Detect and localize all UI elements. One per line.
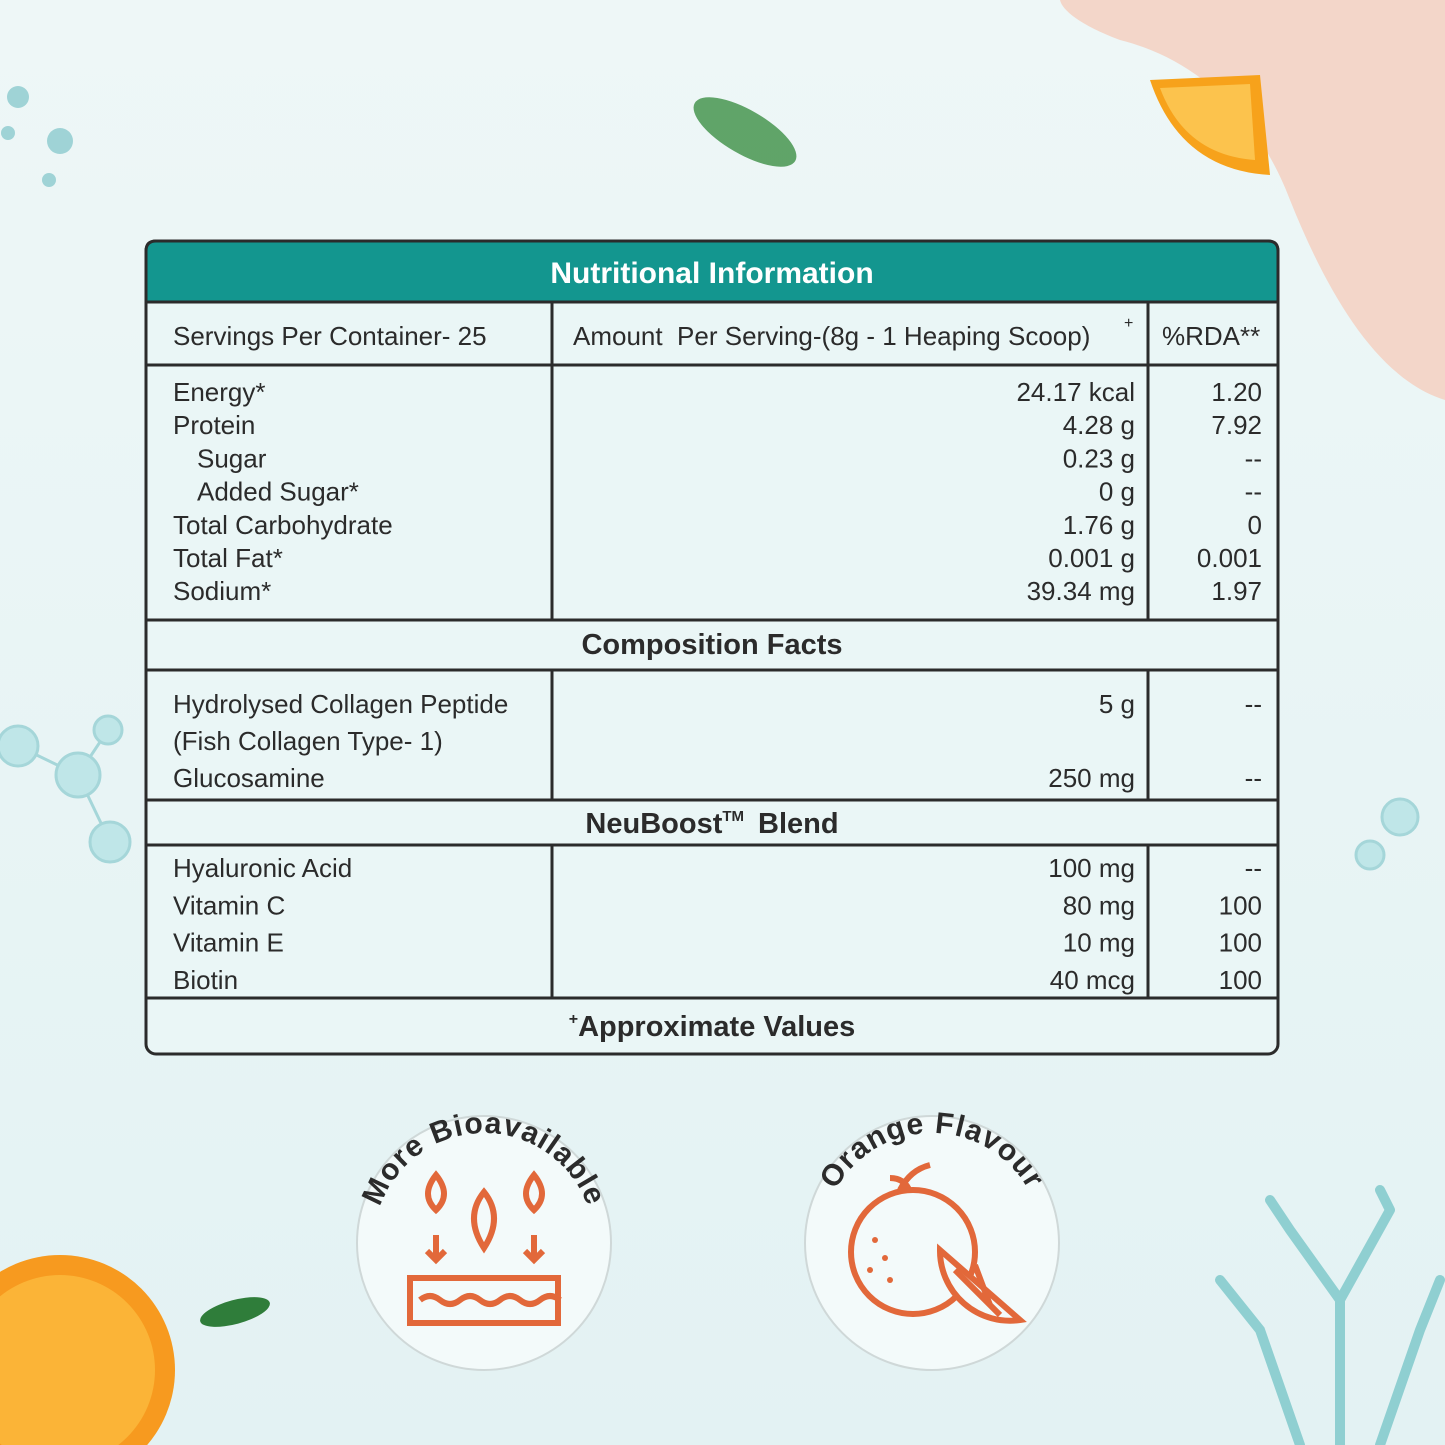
row-amount: 80 mg <box>1063 890 1135 920</box>
row-rda: 0.001 <box>1197 543 1262 573</box>
column-header: Amount Per Serving-(8g - 1 Heaping Scoop… <box>573 321 1090 351</box>
row-rda: 100 <box>1219 928 1262 958</box>
row-rda: -- <box>1245 443 1262 473</box>
row-name: Vitamin E <box>173 928 284 958</box>
superscript: + <box>1124 315 1133 332</box>
row-name: Total Carbohydrate <box>173 510 393 540</box>
orange-half <box>0 1255 175 1445</box>
orange-slice <box>1150 75 1270 175</box>
row-name: Added Sugar* <box>197 477 359 507</box>
nutrition-table: Nutritional Information Servings Per Con… <box>144 239 1280 1056</box>
row-name: Vitamin C <box>173 890 285 920</box>
row-rda: 1.20 <box>1211 377 1262 407</box>
section-suffix: Blend <box>758 808 839 840</box>
leaf <box>200 1297 270 1327</box>
trademark: TM <box>722 808 744 825</box>
badge: More Bioavailable <box>356 1107 612 1371</box>
footnote: +Approximate Values <box>569 1011 856 1043</box>
row-rda: 1.97 <box>1211 576 1262 606</box>
row-amount: 250 mg <box>1048 763 1135 793</box>
row-rda: -- <box>1245 477 1262 507</box>
row-rda: -- <box>1245 853 1262 883</box>
coral <box>1215 1185 1445 1445</box>
row-name: Hydrolysed Collagen Peptide <box>173 689 508 719</box>
molecule <box>0 714 1420 871</box>
row-amount: 4.28 g <box>1063 410 1135 440</box>
row-amount: 10 mg <box>1063 928 1135 958</box>
row-amount: 40 mcg <box>1050 965 1135 995</box>
row-amount: 100 mg <box>1048 853 1135 883</box>
brand: NeuBoost <box>585 808 722 840</box>
row-name: Energy* <box>173 377 266 407</box>
row-name: Hyaluronic Acid <box>173 853 352 883</box>
drops <box>1 86 73 187</box>
row-rda: 0 <box>1248 510 1262 540</box>
row-amount: 0 g <box>1099 477 1135 507</box>
row-amount: 39.34 mg <box>1027 576 1135 606</box>
section-title: NeuBoostTM Blend <box>585 808 838 840</box>
row-amount: 24.17 kcal <box>1016 377 1135 407</box>
column-header: %RDA** <box>1162 321 1260 351</box>
row-amount: 0.001 g <box>1048 543 1135 573</box>
row-name: Biotin <box>173 965 238 995</box>
row-name: Protein <box>173 410 255 440</box>
row-rda: 7.92 <box>1211 410 1262 440</box>
row-rda: -- <box>1245 763 1262 793</box>
row-rda: 100 <box>1219 965 1262 995</box>
row-rda: -- <box>1245 689 1262 719</box>
row-name: Glucosamine <box>173 763 325 793</box>
row-name: Total Fat* <box>173 543 283 573</box>
superscript: + <box>569 1011 578 1028</box>
row-amount: 1.76 g <box>1063 510 1135 540</box>
row-amount: 5 g <box>1099 689 1135 719</box>
footnote-text: Approximate Values <box>578 1011 855 1043</box>
row-amount: 0.23 g <box>1063 443 1135 473</box>
peach-blob <box>1060 0 1445 400</box>
section-title: Composition Facts <box>581 629 842 661</box>
row-rda: 100 <box>1219 890 1262 920</box>
row-name: Sodium* <box>173 576 271 606</box>
leaf <box>693 97 797 167</box>
table-title: Nutritional Information <box>550 257 873 290</box>
column-header: Servings Per Container- 25 <box>173 321 487 351</box>
row-name: Sugar <box>197 443 267 473</box>
row-name: (Fish Collagen Type- 1) <box>173 726 443 756</box>
